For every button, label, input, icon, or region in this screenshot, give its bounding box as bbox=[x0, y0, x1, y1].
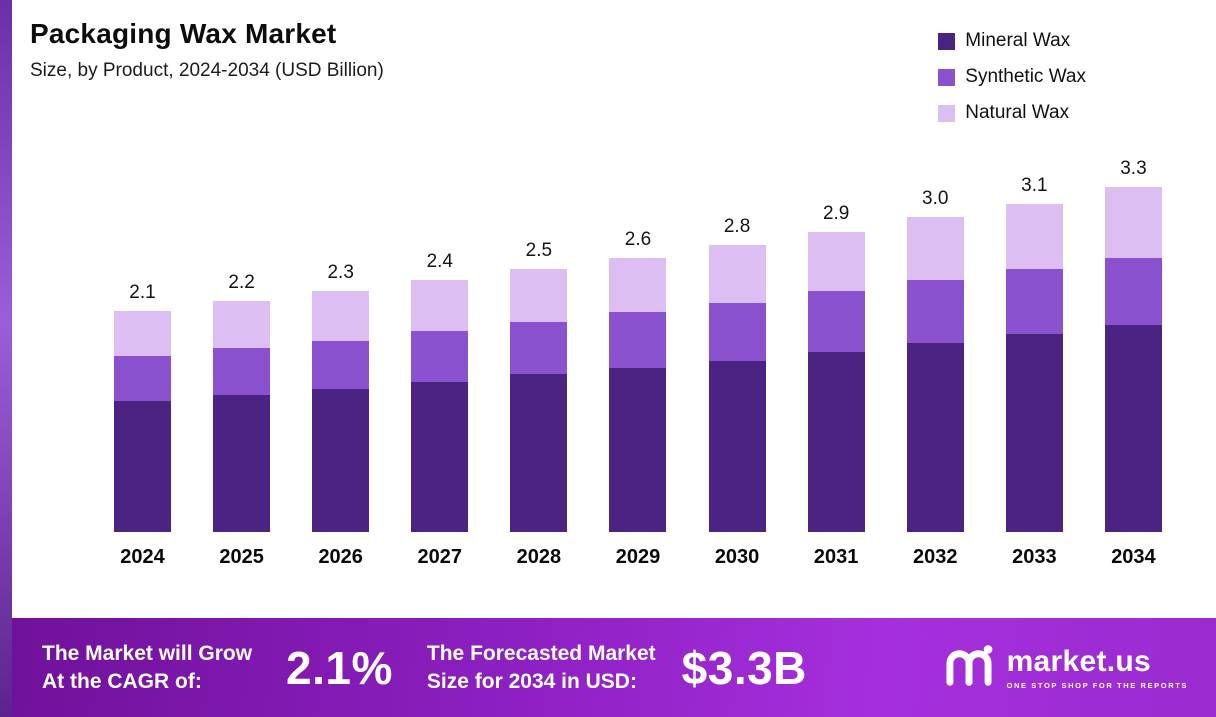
legend-swatch-mineral-wax bbox=[938, 32, 956, 50]
bar-segment-synthetic-wax bbox=[213, 348, 271, 396]
legend-label: Synthetic Wax bbox=[965, 66, 1086, 87]
plot-area: 2.1 2.2 2.3 2.4 2.5 2.6 2.8 2.9 3.0 3.1 3.3 bbox=[100, 158, 1176, 532]
x-axis: 2024 2025 2026 2027 2028 2029 2030 2031 2032 2033… bbox=[100, 546, 1176, 569]
x-axis-label: 2032 bbox=[913, 546, 958, 568]
bar-segment-natural-wax bbox=[807, 232, 865, 292]
x-axis-label: 2026 bbox=[318, 546, 363, 568]
legend-label: Natural Wax bbox=[965, 102, 1070, 123]
x-axis-label: 2033 bbox=[1012, 546, 1057, 568]
legend-label: Mineral Wax bbox=[965, 30, 1071, 51]
cagr-value: 2.1% bbox=[286, 641, 393, 694]
bar-segment-natural-wax bbox=[708, 244, 766, 303]
bar-column-2024: 2.1 bbox=[114, 282, 171, 532]
bar-total-label: 2.6 bbox=[624, 228, 652, 250]
cagr-label: The Market will Grow At the CAGR of: bbox=[42, 640, 252, 695]
bar-column-2027: 2.4 bbox=[411, 250, 469, 532]
x-axis-label: 2029 bbox=[615, 546, 661, 568]
bar-segment-natural-wax bbox=[213, 300, 271, 349]
bars-container: 2.1 2.2 2.3 2.4 2.5 2.6 2.8 2.9 3.0 3.1 3.3 bbox=[100, 158, 1176, 532]
bar-segment-natural-wax bbox=[411, 279, 469, 332]
x-axis-label: 2030 bbox=[714, 546, 760, 568]
bar-segment-synthetic-wax bbox=[411, 331, 469, 382]
chart-area: 00.511.522.533.5 2.12.22.32.42.52.62.82.… bbox=[0, 150, 1186, 602]
bar-segment-mineral-wax bbox=[1005, 334, 1063, 532]
brand-text: market.us ONE STOP SHOP FOR THE REPORTS bbox=[1007, 645, 1188, 690]
bar-segment-synthetic-wax bbox=[807, 291, 865, 353]
bar-total-label: 2.3 bbox=[327, 262, 354, 284]
bar-total-label: 3.0 bbox=[922, 187, 949, 209]
bar-segment-synthetic-wax bbox=[609, 312, 667, 368]
chart-legend: Mineral Wax Synthetic Wax Natural Wax bbox=[938, 30, 1086, 124]
chart-header: Packaging Wax Market Size, by Product, 2… bbox=[30, 18, 384, 82]
bar-segment-synthetic-wax bbox=[708, 302, 766, 361]
bar-segment-natural-wax bbox=[609, 257, 667, 313]
brand-logo-block: market.us ONE STOP SHOP FOR THE REPORTS bbox=[943, 643, 1188, 692]
bar-segment-mineral-wax bbox=[1104, 324, 1162, 532]
legend-item-natural-wax: Natural Wax bbox=[938, 102, 1086, 124]
bar-segment-mineral-wax bbox=[510, 374, 568, 532]
x-axis-label: 2031 bbox=[813, 546, 859, 568]
bar-segment-synthetic-wax bbox=[1104, 257, 1162, 325]
bar-segment-mineral-wax bbox=[114, 400, 171, 532]
cagr-label-line2: At the CAGR of: bbox=[42, 669, 202, 693]
cagr-label-line1: The Market will Grow bbox=[42, 642, 253, 666]
page-title: Packaging Wax Market bbox=[30, 18, 337, 49]
bar-total-label: 2.5 bbox=[525, 240, 553, 262]
bar-segment-mineral-wax bbox=[411, 381, 469, 532]
bar-column-2032: 3.0 bbox=[906, 187, 964, 532]
legend-item-mineral-wax: Mineral Wax bbox=[938, 30, 1086, 52]
bar-segment-natural-wax bbox=[1104, 187, 1162, 258]
page-subtitle: Size, by Product, 2024-2034 (USD Billion… bbox=[30, 60, 384, 81]
bar-total-label: 2.1 bbox=[129, 282, 156, 304]
bar-column-2029: 2.6 bbox=[609, 228, 667, 532]
bar-total-label: 2.4 bbox=[426, 250, 453, 272]
bar-segment-mineral-wax bbox=[807, 352, 865, 532]
bar-segment-natural-wax bbox=[114, 311, 171, 357]
bar-segment-mineral-wax bbox=[312, 389, 370, 532]
bar-segment-synthetic-wax bbox=[312, 340, 370, 390]
bar-segment-mineral-wax bbox=[609, 367, 667, 532]
x-axis-label: 2025 bbox=[219, 546, 264, 568]
x-axis-label: 2034 bbox=[1111, 546, 1156, 568]
bar-segment-mineral-wax bbox=[708, 360, 766, 532]
bar-segment-synthetic-wax bbox=[510, 321, 568, 375]
x-axis-label: 2024 bbox=[120, 546, 165, 568]
bar-segment-mineral-wax bbox=[906, 342, 964, 532]
bar-total-label: 3.3 bbox=[1120, 158, 1147, 180]
bar-column-2030: 2.8 bbox=[708, 215, 766, 532]
market-us-logo-icon bbox=[943, 643, 995, 692]
x-axis-label: 2027 bbox=[417, 546, 463, 568]
bar-segment-natural-wax bbox=[1005, 203, 1063, 270]
bar-total-label: 3.1 bbox=[1021, 174, 1048, 196]
bottom-banner: The Market will Grow At the CAGR of: 2.1… bbox=[12, 618, 1216, 717]
bar-column-2028: 2.5 bbox=[510, 240, 568, 532]
bar-column-2033: 3.1 bbox=[1005, 174, 1063, 532]
bar-total-label: 2.8 bbox=[723, 215, 751, 237]
bar-column-2026: 2.3 bbox=[312, 262, 370, 532]
x-axis-label: 2028 bbox=[516, 546, 562, 568]
brand-name: market.us bbox=[1006, 645, 1152, 678]
bar-total-label: 2.9 bbox=[822, 203, 850, 225]
decorative-left-stripe bbox=[0, 0, 12, 717]
legend-swatch-natural-wax bbox=[938, 104, 956, 122]
bar-segment-natural-wax bbox=[906, 216, 964, 280]
legend-swatch-synthetic-wax bbox=[938, 68, 956, 86]
bar-column-2034: 3.3 bbox=[1104, 158, 1162, 532]
bar-column-2025: 2.2 bbox=[213, 271, 271, 532]
bar-segment-mineral-wax bbox=[213, 395, 271, 532]
legend-item-synthetic-wax: Synthetic Wax bbox=[938, 66, 1086, 88]
bar-segment-natural-wax bbox=[510, 269, 568, 322]
forecast-value: $3.3B bbox=[681, 641, 807, 694]
brand-tagline: ONE STOP SHOP FOR THE REPORTS bbox=[1006, 681, 1188, 690]
bar-segment-synthetic-wax bbox=[1005, 269, 1063, 335]
bar-segment-natural-wax bbox=[312, 291, 370, 341]
forecast-label: The Forecasted Market Size for 2034 in U… bbox=[427, 640, 656, 695]
bar-segment-synthetic-wax bbox=[114, 356, 171, 401]
bar-segment-synthetic-wax bbox=[906, 279, 964, 343]
bar-column-2031: 2.9 bbox=[807, 203, 865, 532]
bar-total-label: 2.2 bbox=[228, 271, 255, 293]
forecast-label-line1: The Forecasted Market bbox=[426, 642, 656, 666]
forecast-label-line2: Size for 2034 in USD: bbox=[426, 669, 637, 693]
